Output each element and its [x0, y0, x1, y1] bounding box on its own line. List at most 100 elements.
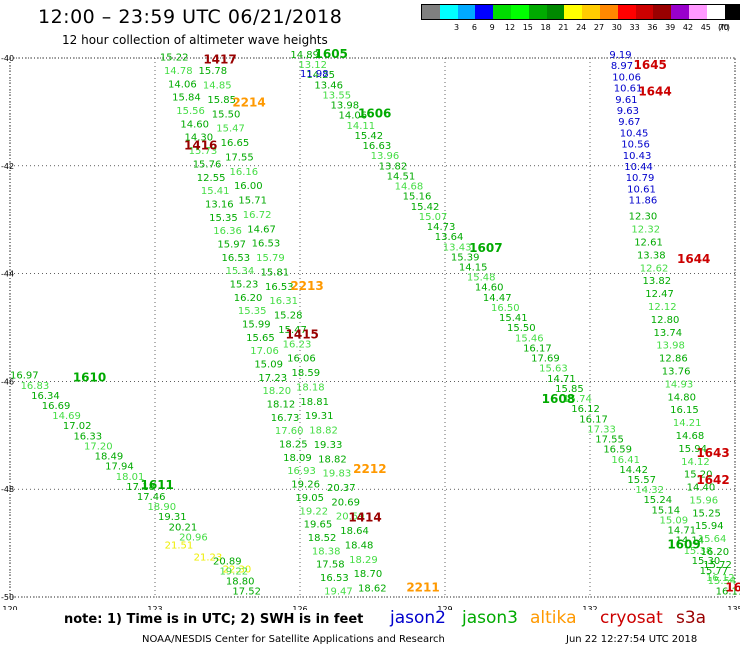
wave-height-value: 15.16: [403, 192, 432, 203]
wave-height-value: 16.00: [234, 181, 263, 192]
legend-tick: 70: [718, 23, 729, 32]
wave-height-value: 18.80: [226, 576, 255, 587]
wave-height-value: 17.60: [275, 426, 304, 437]
wave-height-value: 12.32: [631, 225, 660, 236]
wave-height-value: 12.30: [629, 212, 658, 223]
legend-tick: 45: [700, 23, 711, 32]
wave-height-value: 11.98: [300, 69, 329, 80]
legend-tick: 15: [522, 23, 533, 32]
wave-height-value: 19.47: [324, 586, 353, 597]
wave-height-value: 16.06: [287, 354, 316, 365]
wave-height-value: 17.46: [137, 492, 166, 503]
wave-height-value: 14.51: [387, 171, 416, 182]
wave-height-value: 12.86: [659, 354, 688, 365]
legend-color-cell: [582, 5, 600, 19]
pass-time-label: 1643: [696, 446, 729, 460]
wave-height-value: 15.78: [199, 66, 228, 77]
wave-height-value: 15.56: [176, 106, 205, 117]
wave-height-value: 15.77: [700, 566, 729, 577]
wave-height-value: 20.21: [169, 522, 198, 533]
lon-tick-label: 129: [437, 605, 452, 610]
legend-color-cell: [688, 5, 707, 19]
wave-height-value: 16.20: [234, 293, 263, 304]
wave-height-value: 15.76: [193, 159, 222, 170]
legend-color-bar: [421, 4, 740, 20]
wave-height-value: 14.71: [668, 526, 697, 537]
wave-height-value: 15.34: [226, 266, 255, 277]
wave-height-value: 18.48: [345, 540, 374, 551]
wave-height-value: 15.99: [242, 320, 271, 331]
wave-height-value: 20.89: [213, 557, 242, 568]
wave-height-value: 16.65: [221, 138, 250, 149]
pass-time-label: 1644: [677, 252, 710, 266]
wave-height-value: 20.59: [336, 512, 365, 523]
wave-height-value: 15.41: [499, 313, 528, 324]
legend-tick-labels: 3 6 9 12 15 18 21 24 27 30 33 36 39 42 45 70 (ft): [421, 20, 740, 34]
wave-height-value: 15.74: [563, 394, 592, 405]
wave-height-value: 16.83: [21, 381, 50, 392]
wave-height-value: 10.06: [612, 72, 641, 83]
wave-height-value: 12.61: [634, 237, 663, 248]
wave-height-value: 15.30: [692, 556, 721, 567]
legend-color-cell: [671, 5, 689, 19]
pass-time-label: 2211: [406, 581, 439, 595]
wave-height-value: 13.16: [205, 199, 234, 210]
wave-height-value: 15.22: [160, 53, 189, 64]
wave-height-value: 19.26: [291, 480, 320, 491]
wave-height-value: 16.11: [716, 586, 740, 597]
wave-height-value: 19.33: [314, 440, 343, 451]
wave-height-value: 9.61: [615, 95, 637, 106]
wave-height-value: 15.65: [246, 333, 275, 344]
wave-height-value: 19.22: [300, 506, 329, 517]
wave-height-value: 15.71: [238, 196, 267, 207]
wave-height-value: 15.09: [659, 515, 688, 526]
wave-height-value: 16.31: [269, 296, 298, 307]
pass-time-label: 1610: [73, 370, 106, 384]
wave-height-value: 22.30: [223, 565, 252, 576]
legend-color-cell: [617, 5, 636, 19]
legend-s3a-label: s3a: [676, 608, 707, 628]
wave-height-value: 13.82: [379, 161, 408, 172]
legend-tick: 33: [629, 23, 640, 32]
wave-height-value: 10.45: [620, 128, 649, 139]
wave-height-value: 16.17: [523, 343, 552, 354]
wave-height-value: 12.62: [640, 263, 669, 274]
wave-height-value: 16.73: [271, 413, 300, 424]
wave-height-value: 18.01: [116, 472, 145, 483]
legend-tick: 30: [611, 23, 622, 32]
pass-time-label: 1642: [696, 473, 729, 487]
wave-height-value: 17.02: [63, 421, 92, 432]
wave-height-value: 15.64: [698, 534, 727, 545]
pass-time-label: 2213: [290, 279, 323, 293]
wave-height-value: 9.63: [617, 106, 639, 117]
wave-height-value: 14.68: [395, 182, 424, 193]
legend-jason3-label: jason3: [462, 608, 518, 628]
legend-tick: 39: [665, 23, 676, 32]
wave-height-value: 18.25: [279, 440, 308, 451]
credit-text: NOAA/NESDIS Center for Satellite Applica…: [142, 634, 445, 645]
wave-height-value: 17.06: [250, 346, 279, 357]
wave-height-value: 14.60: [180, 119, 209, 130]
footer-note: note: 1) Time is in UTC; 2) SWH is in fe…: [64, 612, 364, 627]
pass-time-label: 164: [725, 581, 740, 595]
wave-height-value: 14.78: [164, 66, 193, 77]
wave-height-value: 12.12: [648, 302, 677, 313]
lon-tick-label: 132: [582, 605, 597, 610]
pass-time-label: 2214: [232, 96, 265, 110]
wave-height-value: 13.98: [330, 101, 359, 112]
wave-height-value: 14.69: [52, 411, 81, 422]
wave-height-value: 20.69: [331, 497, 360, 508]
wave-height-value: 9.19: [609, 50, 631, 61]
legend-tick: 9: [489, 23, 495, 32]
wave-height-value: 19.31: [158, 512, 187, 523]
wave-height-value: 16.69: [42, 401, 71, 412]
wave-height-value: 15.41: [201, 186, 230, 197]
legend-tick: 24: [576, 23, 587, 32]
wave-height-value: 14.15: [459, 262, 488, 273]
wave-height-value: 16.53: [265, 282, 294, 293]
wave-height-value: 16.50: [491, 303, 520, 314]
legend-cryosat-label: cryosat: [600, 608, 663, 628]
wave-height-value: 21.23: [194, 553, 223, 564]
wave-height-value: 16.23: [283, 339, 312, 350]
wave-height-value: 13.38: [637, 250, 666, 261]
